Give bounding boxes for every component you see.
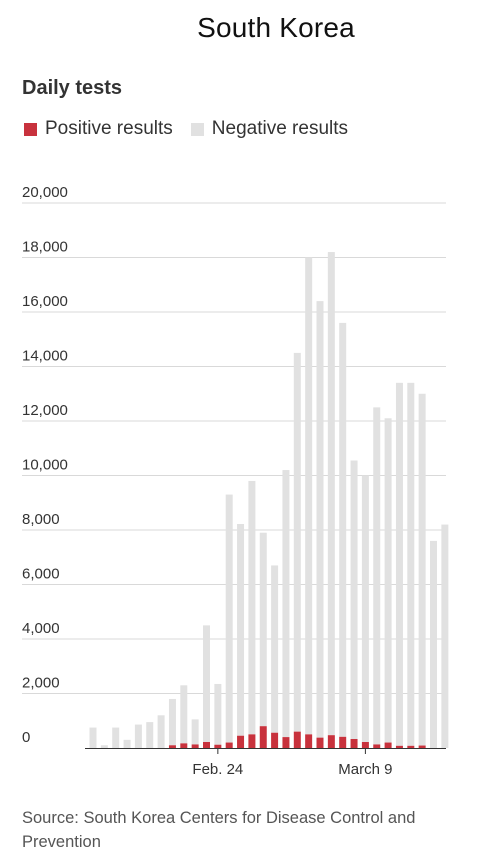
bar-positive-results [418, 745, 426, 748]
bar-negative-results [123, 739, 131, 748]
bar-negative-results [203, 625, 210, 743]
bar-negative-results [407, 382, 415, 746]
chart-subtitle: Daily tests [22, 77, 123, 99]
y-tick-label: 8,000 [22, 511, 60, 528]
bar-negative-results [327, 252, 335, 736]
bar-negative-results [168, 698, 176, 746]
legend-swatch-positive [24, 122, 37, 136]
bar-negative-results [134, 724, 142, 748]
bar-negative-results [418, 393, 426, 746]
bar-positive-results [248, 734, 256, 748]
bar-negative-results [373, 407, 381, 745]
bar-negative-results [316, 301, 324, 738]
legend-label-positive: Positive results [45, 118, 173, 139]
bar-negative-results [350, 460, 358, 740]
bar-negative-results [100, 745, 108, 748]
y-tick-label: 2,000 [22, 675, 60, 692]
bar-positive-results [271, 732, 279, 748]
bar-positive-results [203, 742, 210, 748]
bar-negative-results [282, 470, 290, 738]
bar-negative-results [384, 418, 392, 743]
bar-negative-results [339, 322, 347, 737]
y-tick-label: 14,000 [22, 348, 68, 365]
bar-positive-results [327, 735, 335, 748]
bar-negative-results [441, 524, 449, 748]
y-tick-label: 20,000 [22, 184, 68, 201]
y-tick-label: 4,000 [22, 620, 60, 637]
bar-negative-results [89, 727, 97, 748]
bar-negative-results [248, 480, 256, 735]
bar-positive-results [395, 745, 403, 748]
bar-negative-results [180, 685, 188, 744]
bar-negative-results [259, 532, 267, 727]
bar-positive-results [191, 744, 199, 748]
bar-positive-results [225, 742, 233, 748]
y-tick-label: 0 [22, 729, 30, 746]
bar-negative-results [157, 715, 165, 748]
bar-positive-results [293, 731, 301, 748]
bar-positive-results [237, 735, 245, 748]
legend-item-negative: Negative results [190, 118, 349, 140]
chart-title: South Korea [197, 12, 355, 43]
bar-negative-results [430, 540, 437, 748]
bar-negative-results [191, 719, 199, 745]
x-tick-label: Feb. 24 [192, 761, 243, 778]
y-tick-label: 6,000 [22, 566, 60, 583]
bar-positive-results [282, 737, 290, 748]
bar-negative-results [146, 722, 154, 748]
bar-positive-results [350, 739, 358, 748]
bar-positive-results [305, 734, 313, 748]
legend-item-positive: Positive results [24, 118, 173, 140]
bar-negative-results [361, 475, 369, 743]
bar-negative-results [214, 683, 222, 745]
bar-positive-results [373, 744, 381, 748]
bar-positive-results [180, 743, 188, 748]
y-tick-label: 12,000 [22, 402, 68, 419]
bar-negative-results [237, 524, 245, 736]
y-tick-label: 16,000 [22, 293, 68, 310]
bar-positive-results [361, 742, 369, 748]
bar-negative-results [305, 257, 313, 735]
legend-swatch-negative [190, 122, 204, 136]
y-tick-label: 10,000 [22, 457, 68, 474]
bar-negative-results [293, 352, 301, 732]
bar-positive-results [407, 745, 415, 748]
bar-positive-results [316, 737, 324, 748]
bar-negative-results [271, 565, 279, 733]
y-tick-label: 18,000 [22, 239, 68, 256]
bar-positive-results [339, 736, 347, 748]
bar-positive-results [259, 726, 267, 748]
bar-chart: 0 2,000 4,000 6,000 8,000 10,000 12,000 14,000 1… [22, 184, 449, 778]
bar-positive-results [384, 742, 392, 748]
bar-negative-results [225, 494, 233, 743]
bar-negative-results [112, 727, 120, 748]
bar-positive-results [168, 745, 176, 748]
source-note: Source: South Korea Centers for Disease … [22, 809, 416, 851]
legend: Positive results Negative results [24, 117, 366, 141]
bar-negative-results [395, 382, 403, 746]
legend-label-negative: Negative results [211, 118, 349, 139]
bar-positive-results [214, 744, 222, 748]
x-tick-label: March 9 [338, 761, 392, 778]
